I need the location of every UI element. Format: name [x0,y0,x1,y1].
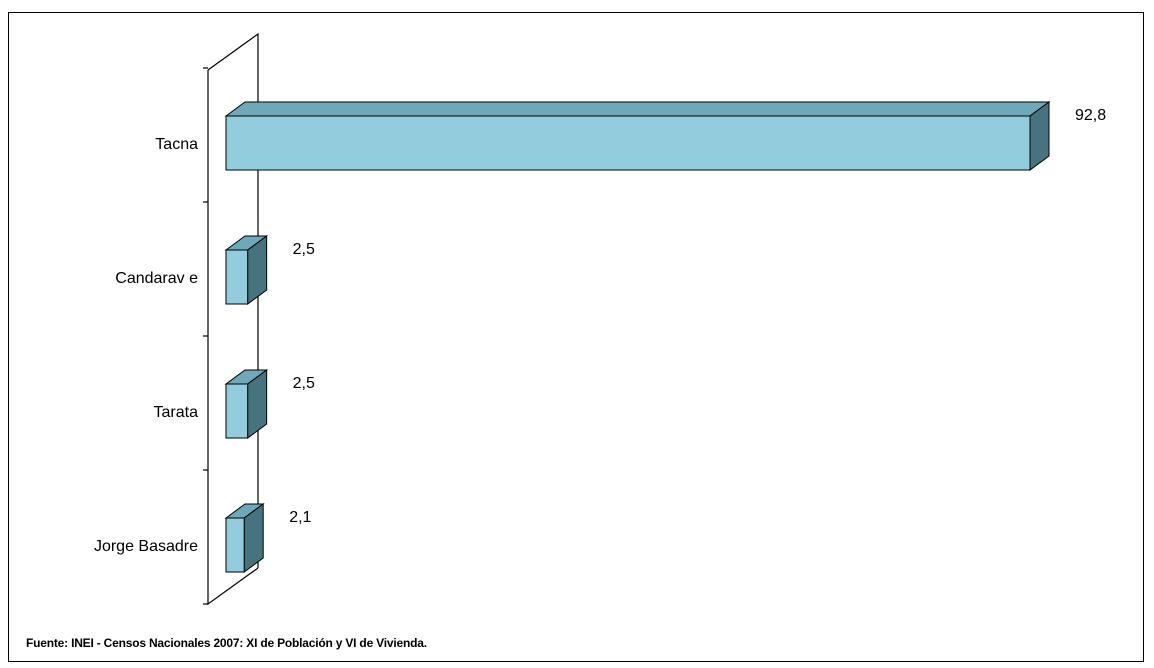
data-label: 2,5 [293,375,315,392]
bar [225,517,245,573]
data-label: 2,5 [293,241,315,258]
bar [225,249,249,305]
bar [225,383,249,439]
category-label: Candarav e [115,270,198,287]
category-label: Tacna [155,136,198,153]
data-label: 2,1 [289,509,311,526]
data-label: 92,8 [1075,107,1106,124]
category-label: Jorge Basadre [94,538,198,555]
category-label: Tarata [154,404,199,421]
bar-top-face [224,101,1051,117]
source-note: Fuente: INEI - Censos Nacionales 2007: X… [26,636,427,650]
bar [225,115,1031,171]
